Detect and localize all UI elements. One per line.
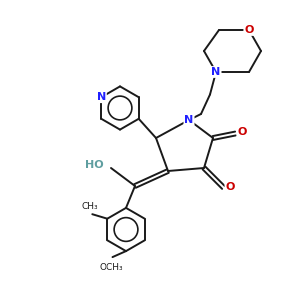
- Text: HO: HO: [85, 160, 104, 170]
- Text: CH₃: CH₃: [82, 202, 98, 211]
- Text: N: N: [212, 67, 220, 77]
- Text: N: N: [97, 92, 106, 102]
- Text: O: O: [244, 25, 254, 35]
- Text: O: O: [237, 127, 247, 137]
- Text: OCH₃: OCH₃: [99, 263, 123, 272]
- Text: O: O: [225, 182, 235, 193]
- Text: N: N: [184, 115, 194, 125]
